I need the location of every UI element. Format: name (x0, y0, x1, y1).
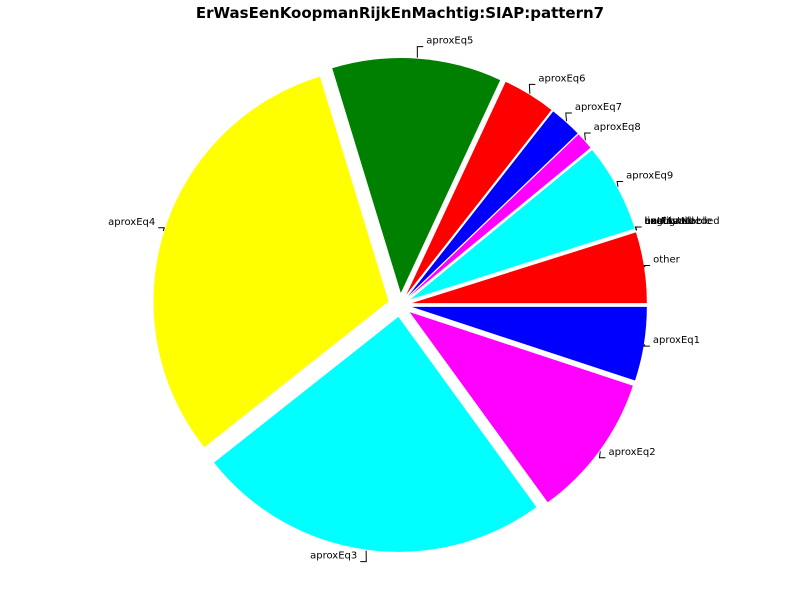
slice-label-exact: exact (645, 216, 673, 227)
pie-slice-other (411, 232, 647, 304)
leader-line-aprox-eq-2 (598, 451, 606, 459)
leader-line-aprox-eq-8 (584, 132, 591, 141)
leader-line-aprox-eq-7 (565, 112, 572, 122)
pie-slice-aprox-eq-6 (406, 81, 552, 295)
slice-label-aprox-eq-6: aproxEq6 (538, 73, 585, 84)
slice-label-aprox-eq-1: aproxEq1 (653, 335, 700, 346)
slice-label-other: other (653, 255, 681, 266)
slice-label-best-available: bestAvailable (645, 216, 712, 227)
leader-line-aprox-eq-1 (643, 344, 650, 347)
chart-title: ErWasEenKoopmanRijkEnMachtig:SIAP:patter… (196, 4, 604, 22)
pie-slice-aprox-eq-3 (214, 316, 537, 552)
leader-line-aprox-eq-4 (158, 227, 165, 232)
slice-label-not-found: notFound (645, 216, 692, 227)
leader-line-aprox-eq-3 (360, 550, 367, 563)
pie-slice-aprox-eq-1 (411, 306, 647, 381)
pie-slice-aprox-eq-2 (409, 312, 633, 503)
slice-label-aprox-eq-5: aproxEq5 (426, 36, 473, 47)
slice-label-unaligned: unaligned (645, 216, 695, 227)
leader-line-aprox-eq-9 (616, 181, 624, 187)
slice-label-aprox-eq-7: aproxEq7 (575, 102, 622, 113)
leader-line-unaligned (634, 226, 642, 231)
pie-slice-aprox-eq-8 (408, 134, 591, 298)
slice-label-aprox-eq-2: aproxEq2 (608, 447, 655, 458)
leader-line-aprox-eq-5 (416, 46, 424, 58)
slice-label-aprox-eq-9: aproxEq9 (626, 171, 673, 182)
slice-label-aprox-eq-8: aproxEq8 (594, 122, 641, 133)
pie-slice-aprox-eq-5 (332, 58, 501, 294)
slice-label-linguist-needed: linguistNeeded (645, 216, 720, 227)
slice-label-aprox-eq-3: aproxEq3 (310, 551, 357, 562)
pie-slice-aprox-eq-7 (408, 111, 578, 297)
leader-line-aprox-eq-6 (528, 83, 536, 94)
pie-slice-aprox-eq-4 (153, 76, 389, 448)
pie-slice-aprox-eq-9 (410, 150, 635, 300)
leader-line-other (643, 265, 651, 268)
slice-label-aprox-eq-4: aproxEq4 (108, 217, 155, 228)
